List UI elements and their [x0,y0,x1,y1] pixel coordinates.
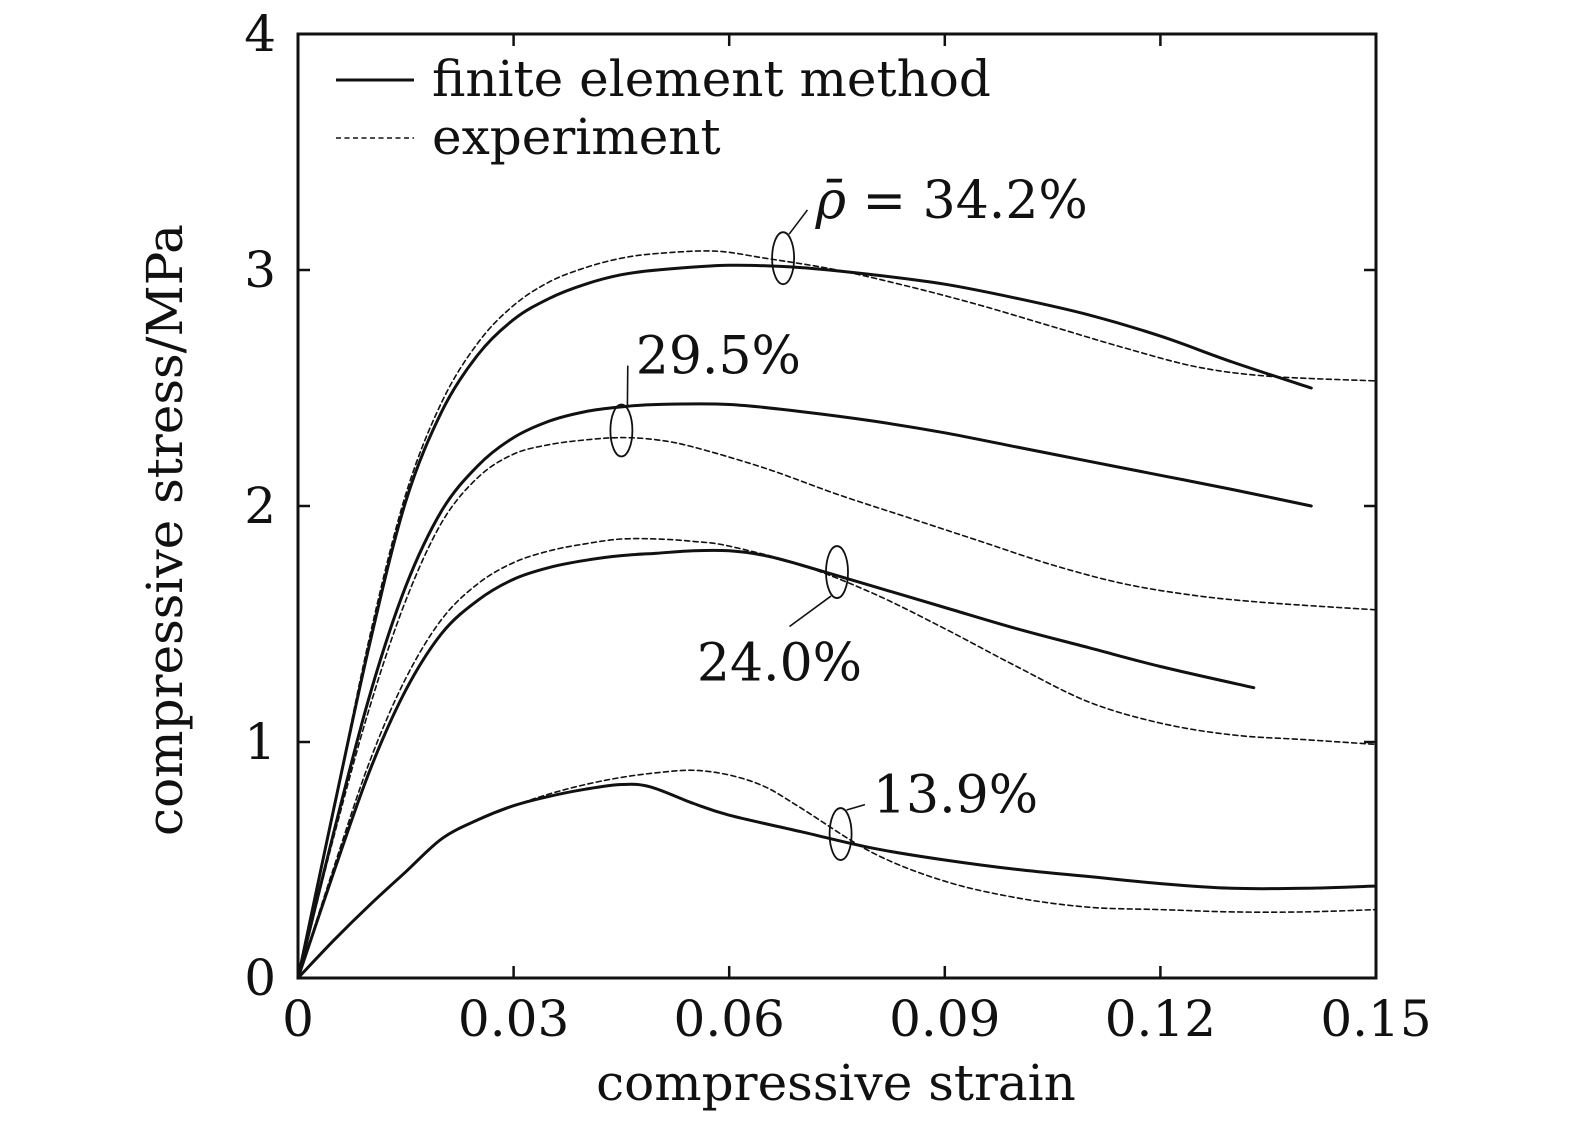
y-tick-label: 0 [244,949,276,1007]
annotation-label: ρ̄ = 34.2% [814,171,1087,231]
y-tick-label: 2 [244,477,276,535]
x-tick-label: 0.03 [458,990,569,1048]
annotation-ellipse [772,232,794,284]
legend-label: experiment [432,108,721,166]
annotation-label: 24.0% [697,633,862,693]
y-tick-label: 4 [244,5,276,63]
legend-label: finite element method [432,50,991,108]
experiment-line-13-9 [298,770,1376,978]
y-axis-title: compressive stress/MPa [136,224,194,836]
x-tick-label: 0.12 [1105,990,1216,1048]
annotation-label: 13.9% [873,766,1038,826]
y-tick-label: 3 [244,241,276,299]
x-tick-label: 0.15 [1320,990,1431,1048]
annotation-ellipse [610,404,632,456]
annotation-label: 29.5% [636,327,801,387]
x-tick-label: 0 [282,990,314,1048]
y-tick-label: 1 [244,713,276,771]
fem-line-13-9 [298,784,1376,978]
annotation-ellipse [830,808,852,860]
x-tick-label: 0.09 [889,990,1000,1048]
x-tick-label: 0.06 [674,990,785,1048]
fem-line-34-2 [298,265,1311,978]
annotation-leader [790,596,831,626]
fem-line-24-0 [298,550,1254,978]
experiment-line-29-5 [298,438,1376,978]
annotation-leader [847,805,865,810]
x-axis-title: compressive strain [596,1054,1076,1112]
annotation-leader [789,210,807,234]
